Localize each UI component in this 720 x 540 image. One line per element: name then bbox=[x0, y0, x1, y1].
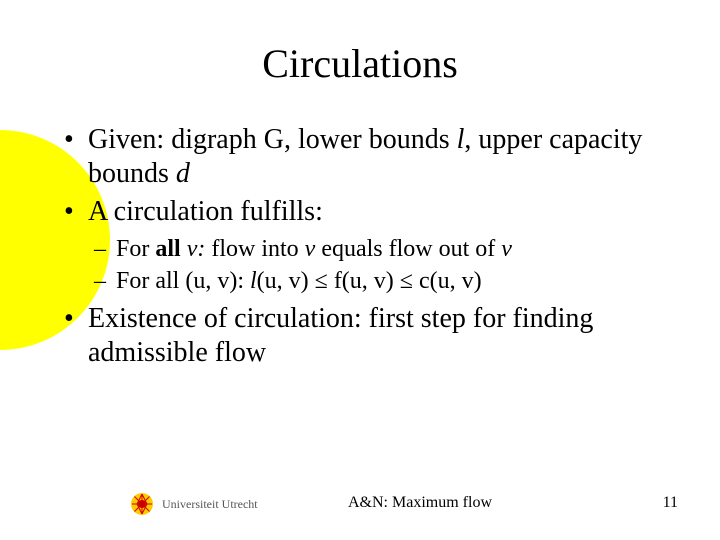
text: c(u, v) bbox=[413, 268, 482, 294]
bullet-item: A circulation fulfills: For all v: flow … bbox=[60, 195, 660, 296]
var-v: v bbox=[305, 236, 316, 262]
text: Existence of circulation: first step for… bbox=[88, 303, 593, 368]
le-symbol: ≤ bbox=[400, 268, 413, 294]
sub-item: For all (u, v): l(u, v) ≤ f(u, v) ≤ c(u,… bbox=[88, 267, 660, 296]
slide-title: Circulations bbox=[60, 40, 660, 87]
bullet-item: Given: digraph G, lower bounds l, upper … bbox=[60, 123, 660, 191]
sub-item: For all v: flow into v equals flow out o… bbox=[88, 235, 660, 264]
var-v: v: bbox=[187, 236, 206, 262]
var-v: v bbox=[501, 236, 512, 262]
le-symbol: ≤ bbox=[315, 268, 328, 294]
text-bold: all bbox=[155, 236, 180, 262]
var-d: d bbox=[176, 158, 190, 189]
text: flow into bbox=[205, 236, 304, 262]
text: Given: digraph G, lower bounds bbox=[88, 124, 457, 155]
sub-list: For all v: flow into v equals flow out o… bbox=[88, 235, 660, 296]
text: (u, v) bbox=[257, 268, 315, 294]
slide: Circulations Given: digraph G, lower bou… bbox=[0, 0, 720, 540]
text: A circulation fulfills: bbox=[88, 196, 323, 227]
text: equals flow out of bbox=[315, 236, 501, 262]
bullet-list: Given: digraph G, lower bounds l, upper … bbox=[60, 123, 660, 370]
text: f(u, v) bbox=[328, 268, 400, 294]
text: For all (u, v): bbox=[116, 268, 250, 294]
text: For bbox=[116, 236, 155, 262]
bullet-item: Existence of circulation: first step for… bbox=[60, 302, 660, 370]
var-l: l bbox=[250, 268, 257, 294]
